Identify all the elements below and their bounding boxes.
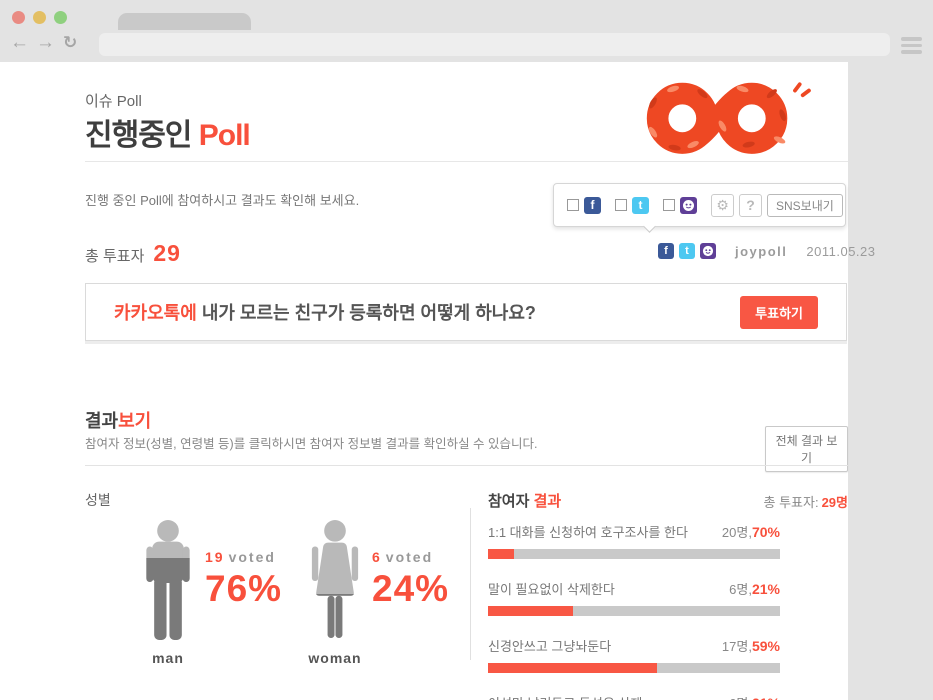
browser-chrome: ← → ↻: [0, 0, 933, 62]
result-item-percent: 21%: [752, 695, 780, 700]
poll-question-text: 내가 모르는 친구가 등록하면 어떻게 하나요?: [201, 303, 536, 323]
window-close-button[interactable]: [12, 11, 25, 24]
result-item-label: 1:1 대화를 신청하여 호구조사를 한다: [488, 525, 688, 540]
man-figure-fill: [146, 558, 190, 640]
participants-total: 총 투표자: 29명: [764, 492, 849, 511]
facebook-share-icon[interactable]: f: [658, 243, 674, 259]
twitter-icon[interactable]: t: [632, 196, 649, 214]
woman-percent: 24%: [372, 568, 450, 609]
page-title-text: 진행중인: [85, 119, 199, 152]
window-controls: [12, 11, 67, 24]
address-bar[interactable]: [99, 33, 890, 56]
facebook-checkbox[interactable]: [567, 199, 579, 211]
result-item-label: 말이 필요없이 삭제한다: [488, 582, 615, 597]
sns-send-button[interactable]: SNS보내기: [767, 193, 843, 217]
page-title-accent: Poll: [198, 119, 251, 152]
results-title-text: 결과: [85, 411, 119, 431]
me2day-icon[interactable]: [680, 196, 697, 214]
twitter-checkbox[interactable]: [615, 199, 627, 211]
result-item-count: 6명,: [729, 696, 752, 700]
result-item-count: 20명,: [721, 525, 752, 540]
woman-voted-label: voted: [385, 549, 434, 565]
participants-total-value: 29명: [821, 495, 848, 510]
woman-figure[interactable]: [311, 520, 359, 640]
me2day-checkbox[interactable]: [663, 199, 675, 211]
result-item-count: 6명,: [729, 582, 752, 597]
column-divider: [470, 508, 471, 660]
section-divider: [85, 465, 848, 466]
me2day-share-icon[interactable]: [700, 243, 716, 259]
back-icon[interactable]: ←: [10, 32, 29, 53]
menu-icon[interactable]: [901, 37, 922, 57]
vote-button[interactable]: 투표하기: [740, 295, 818, 329]
result-bar-fill: [488, 606, 573, 616]
result-bar-track: [488, 606, 780, 616]
window-minimize-button[interactable]: [33, 11, 46, 24]
woman-stats: 6 voted 24%: [372, 549, 449, 610]
result-item-percent: 21%: [751, 581, 780, 597]
total-voters-count: 29: [153, 240, 181, 266]
poll-date: 2011.05.23: [806, 243, 876, 259]
result-bar-fill: [488, 549, 515, 559]
result-item: 말이 필요없이 삭제한다 6명,21%: [488, 579, 780, 616]
result-item-count: 17명,: [721, 639, 752, 654]
gender-section-label: 성별: [85, 492, 111, 508]
poll-page: 이슈 Poll 진행중인 Poll: [0, 62, 875, 700]
man-voted-line: 19 voted: [205, 549, 282, 565]
forward-icon[interactable]: →: [36, 32, 55, 53]
sns-share-panel: f t ⚙ ? SNS보내기: [553, 183, 846, 227]
participants-result-list: 1:1 대화를 신청하여 호구조사를 한다 20명,70% 말이 필요없이 삭제…: [488, 522, 780, 700]
woman-voted-count: 6: [372, 549, 382, 565]
result-item-percent: 70%: [751, 524, 780, 540]
total-voters: 총 투표자 29: [85, 240, 181, 267]
participants-title-accent: 결과: [533, 493, 562, 510]
result-item-label: 신경안쓰고 그냥놔둔다: [488, 639, 612, 654]
result-bar-fill: [488, 663, 658, 673]
results-title: 결과보기: [85, 407, 151, 433]
participants-total-label: 총 투표자:: [763, 495, 819, 510]
results-description: 참여자 정보(성별, 연령별 등)를 클릭하시면 참여자 정보별 결과를 확인하…: [85, 437, 538, 451]
man-stats: 19 voted 76%: [205, 549, 282, 610]
joypoll-logo: [636, 78, 812, 159]
man-figure[interactable]: [146, 520, 190, 640]
man-percent: 76%: [205, 568, 283, 609]
result-item-percent: 59%: [751, 638, 780, 654]
participants-title: 참여자 결과: [488, 490, 561, 511]
reload-icon[interactable]: ↻: [63, 33, 78, 52]
man-label: man: [152, 650, 184, 666]
help-button[interactable]: ?: [739, 193, 762, 217]
result-item: 이성만 남겨두고 동성은 삭제 +ㅁ+ 6명,21%: [488, 693, 780, 700]
gear-icon[interactable]: ⚙: [711, 193, 734, 217]
author-name: joypoll: [735, 243, 788, 259]
window-zoom-button[interactable]: [54, 11, 67, 24]
result-bar-track: [488, 549, 780, 559]
woman-label: woman: [308, 650, 362, 666]
page-title: 진행중인 Poll: [85, 110, 251, 154]
poll-question-accent: 카카오톡에: [114, 303, 202, 323]
result-item: 1:1 대화를 신청하여 호구조사를 한다 20명,70%: [488, 522, 780, 559]
woman-voted-line: 6 voted: [372, 549, 449, 565]
woman-figure-fill: [311, 594, 359, 640]
results-title-accent: 보기: [118, 411, 152, 431]
browser-tab[interactable]: [118, 13, 251, 30]
twitter-share-icon[interactable]: t: [679, 243, 695, 259]
man-voted-count: 19: [205, 549, 225, 565]
total-voters-label: 총 투표자: [85, 248, 145, 265]
result-bar-track: [488, 663, 780, 673]
facebook-icon[interactable]: f: [584, 196, 601, 214]
participants-title-text: 참여자: [488, 493, 534, 510]
poll-meta: f t joypoll 2011.05.23: [658, 243, 876, 259]
category-label: 이슈 Poll: [85, 93, 142, 110]
header-divider: [85, 161, 848, 162]
poll-question: 카카오톡에 내가 모르는 친구가 등록하면 어떻게 하나요?: [114, 299, 740, 325]
all-results-button[interactable]: 전체 결과 보기: [765, 426, 848, 472]
result-item: 신경안쓰고 그냥놔둔다 17명,59%: [488, 636, 780, 673]
intro-text: 진행 중인 Poll에 참여하시고 결과도 확인해 보세요.: [85, 193, 360, 208]
result-item-label: 이성만 남겨두고 동성은 삭제 +ㅁ+: [488, 693, 673, 700]
poll-question-box: 카카오톡에 내가 모르는 친구가 등록하면 어떻게 하나요? 투표하기: [85, 283, 847, 341]
man-voted-label: voted: [228, 549, 276, 565]
